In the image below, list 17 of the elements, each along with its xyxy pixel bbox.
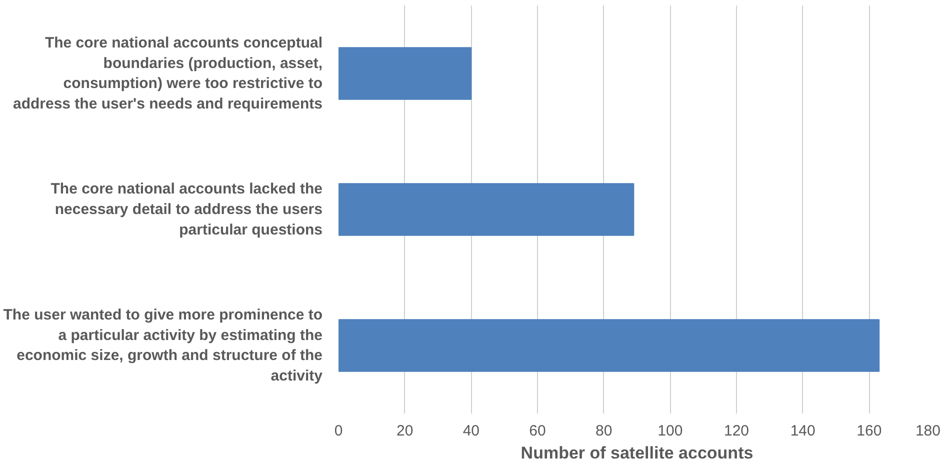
y-tick-label: The core national accounts lacked the necessary detail to address the users particular questions bbox=[50, 180, 323, 238]
bar bbox=[338, 183, 634, 236]
y-tick-label: The core national accounts conceptual boundaries (production, asset, consumption) were too restrictive to address the user's needs and requirements bbox=[12, 34, 323, 113]
x-tick-label: 60 bbox=[529, 422, 546, 440]
x-tick-label: 120 bbox=[724, 422, 750, 440]
x-tick-label: 40 bbox=[462, 422, 480, 440]
x-tick-label: 180 bbox=[915, 422, 941, 440]
x-axis-title: Number of satellite accounts bbox=[520, 444, 754, 462]
x-tick-label: 100 bbox=[658, 422, 683, 440]
bar bbox=[338, 319, 880, 372]
x-tick-label: 0 bbox=[334, 422, 343, 440]
x-tick-label: 20 bbox=[396, 422, 414, 440]
x-tick-label: 160 bbox=[856, 422, 882, 440]
x-tick-label: 80 bbox=[595, 422, 612, 440]
bar bbox=[338, 47, 472, 100]
x-tick-label: 140 bbox=[790, 422, 816, 440]
y-tick-label: The user wanted to give more prominence to a particular activity by estimating the economic size, growth and structure of the activity bbox=[3, 306, 324, 385]
